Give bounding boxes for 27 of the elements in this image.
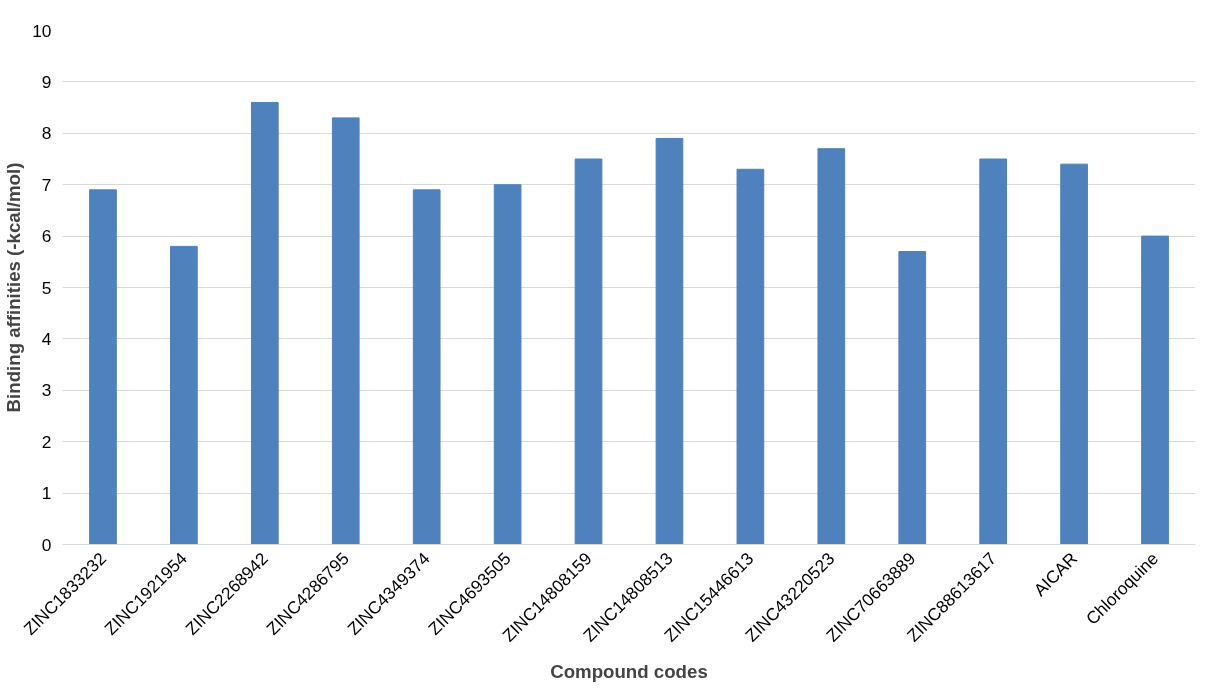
y-tick-label: 6 — [41, 226, 52, 247]
bar — [979, 158, 1008, 545]
y-tick-label: 5 — [41, 277, 52, 298]
bar — [170, 245, 198, 545]
y-tick-label: 4 — [41, 328, 52, 349]
bar — [331, 117, 360, 545]
y-axis-title: Binding affinities (-kcal/mol) — [3, 162, 25, 413]
y-tick-label: 0 — [41, 534, 52, 555]
y-tick-label: 7 — [41, 174, 52, 195]
bar — [493, 184, 522, 545]
bar — [250, 101, 279, 545]
bar — [412, 189, 441, 545]
x-axis-title: Compound codes — [550, 660, 708, 682]
bar — [89, 189, 117, 545]
bar — [736, 168, 765, 545]
bar — [898, 251, 927, 545]
bar — [655, 137, 684, 545]
bar — [574, 158, 603, 545]
y-tick-label: 2 — [41, 431, 52, 452]
y-tick-label: 10 — [32, 20, 52, 41]
y-tick-label: 9 — [41, 71, 52, 92]
y-tick-label: 8 — [41, 123, 52, 144]
bar — [1141, 235, 1169, 545]
y-tick-label: 3 — [41, 380, 52, 401]
y-tick-label: 1 — [41, 483, 52, 504]
bar — [1060, 163, 1088, 545]
bar — [817, 148, 846, 545]
